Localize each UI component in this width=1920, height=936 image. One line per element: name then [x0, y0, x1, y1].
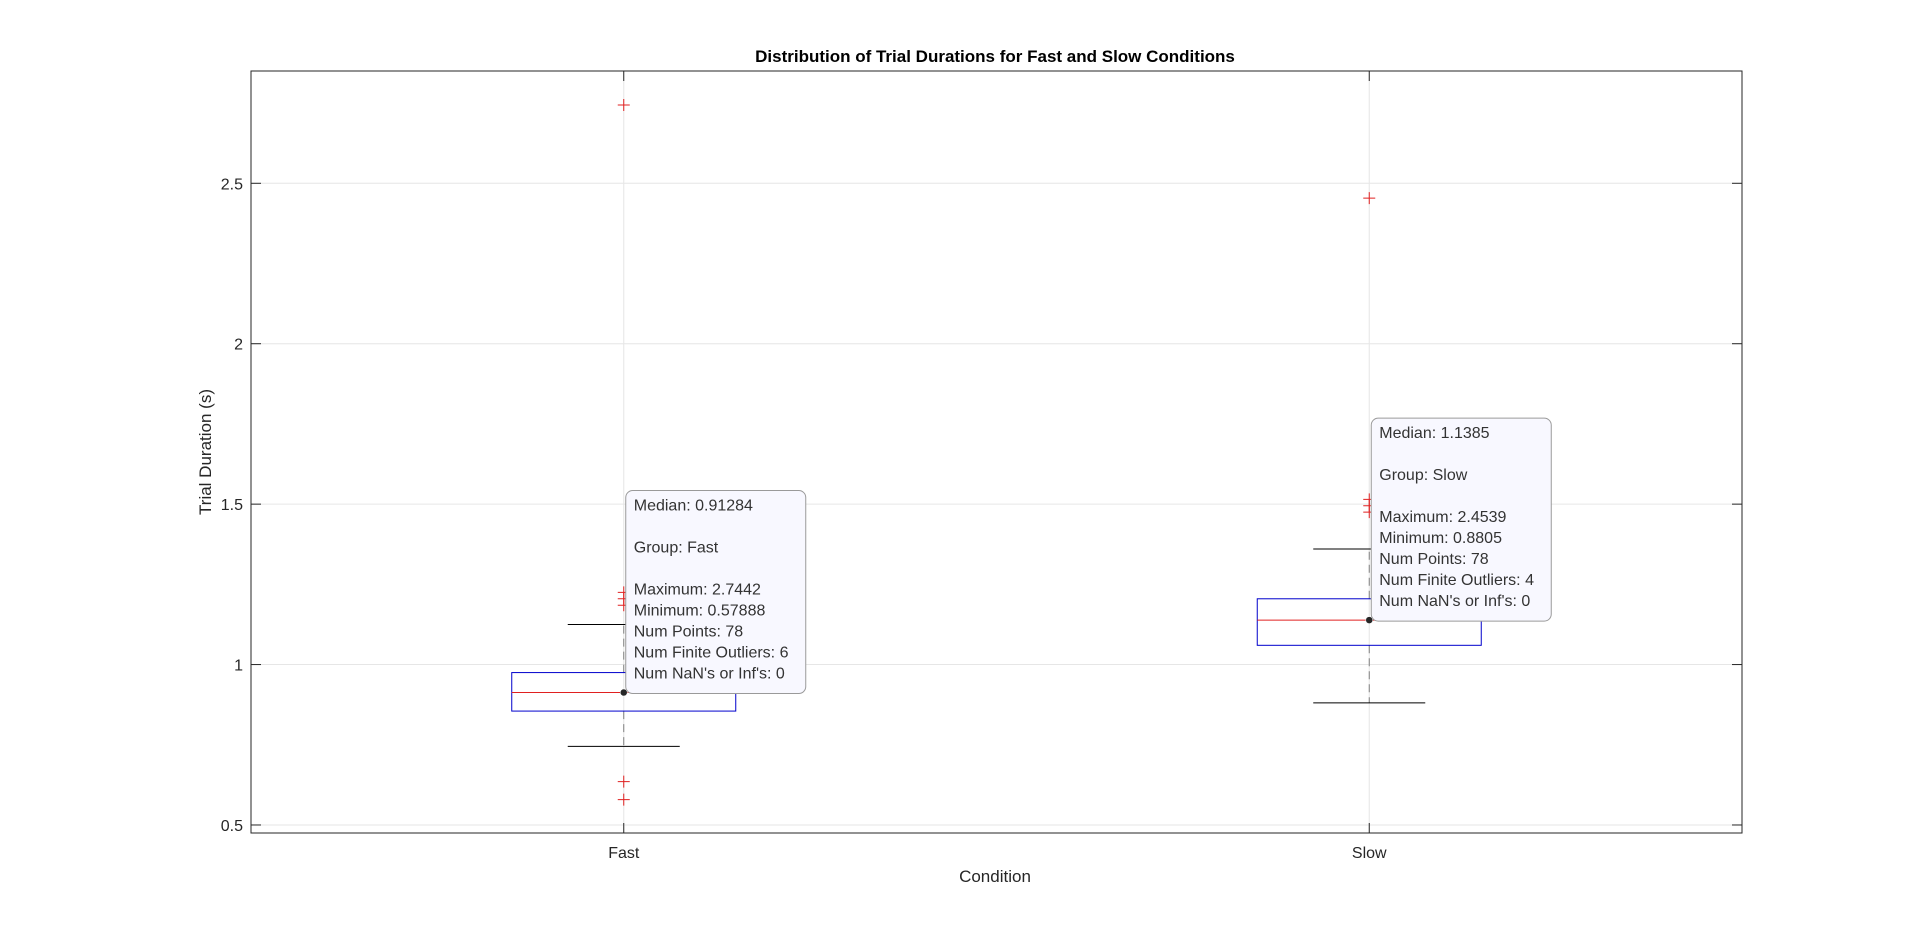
datatip-box — [625, 490, 807, 695]
datatip-line: Num NaN's or Inf's: 0 — [634, 666, 785, 683]
datatip-line: Num Points: 78 — [634, 624, 743, 641]
chart-title: Distribution of Trial Durations for Fast… — [755, 47, 1235, 66]
y-tick-label: 2.5 — [221, 176, 243, 193]
plot-area[interactable]: 0.5 1 1.5 2 2.5 Fast Slow Median: 0.91284 Group:… — [221, 70, 1743, 862]
datatip-box — [1370, 417, 1552, 622]
datatip-line: Minimum: 0.8805 — [1379, 530, 1502, 547]
box-slow — [1256, 598, 1482, 646]
datatip-line: Num NaN's or Inf's: 0 — [1379, 593, 1530, 610]
y-tick-label: 1.5 — [221, 497, 243, 514]
y-tick-label: 2 — [234, 337, 243, 354]
datatip-line: Maximum: 2.4539 — [1379, 509, 1506, 526]
datatip-line: Minimum: 0.57888 — [634, 603, 766, 620]
datatip-marker — [620, 688, 628, 697]
datatip-line: Group: Slow — [1379, 467, 1467, 484]
outlier-marker-fast — [617, 793, 630, 806]
y-tick-label: 1 — [234, 658, 243, 675]
datatip-fast: Median: 0.91284 Group: Fast Maximum: 2.744… — [620, 490, 807, 697]
datatip-marker — [1365, 616, 1373, 624]
datatip-line: Num Finite Outliers: 6 — [634, 645, 789, 662]
x-tick-label-slow: Slow — [1352, 845, 1387, 862]
datatip-line: Num Finite Outliers: 4 — [1379, 572, 1534, 589]
datatip-line: Maximum: 2.7442 — [634, 582, 761, 599]
axes-box — [250, 70, 1743, 834]
outlier-marker-fast — [617, 775, 630, 788]
datatip-slow: Median: 1.1385 Group: Slow Maximum: 2.4539… — [1365, 417, 1552, 624]
datatip-line: Group: Fast — [634, 540, 719, 557]
x-tick-label-fast: Fast — [608, 845, 640, 862]
datatip-line: Num Points: 78 — [1379, 551, 1488, 568]
y-tick-label: 0.5 — [221, 818, 243, 835]
x-axis-label: Condition — [959, 867, 1031, 886]
outlier-marker-fast — [617, 98, 630, 111]
datatip-line: Median: 1.1385 — [1379, 425, 1489, 442]
outlier-marker-slow — [1363, 192, 1376, 205]
datatip-line: Median: 0.91284 — [634, 498, 753, 515]
y-axis-label: Trial Duration (s) — [196, 389, 215, 515]
